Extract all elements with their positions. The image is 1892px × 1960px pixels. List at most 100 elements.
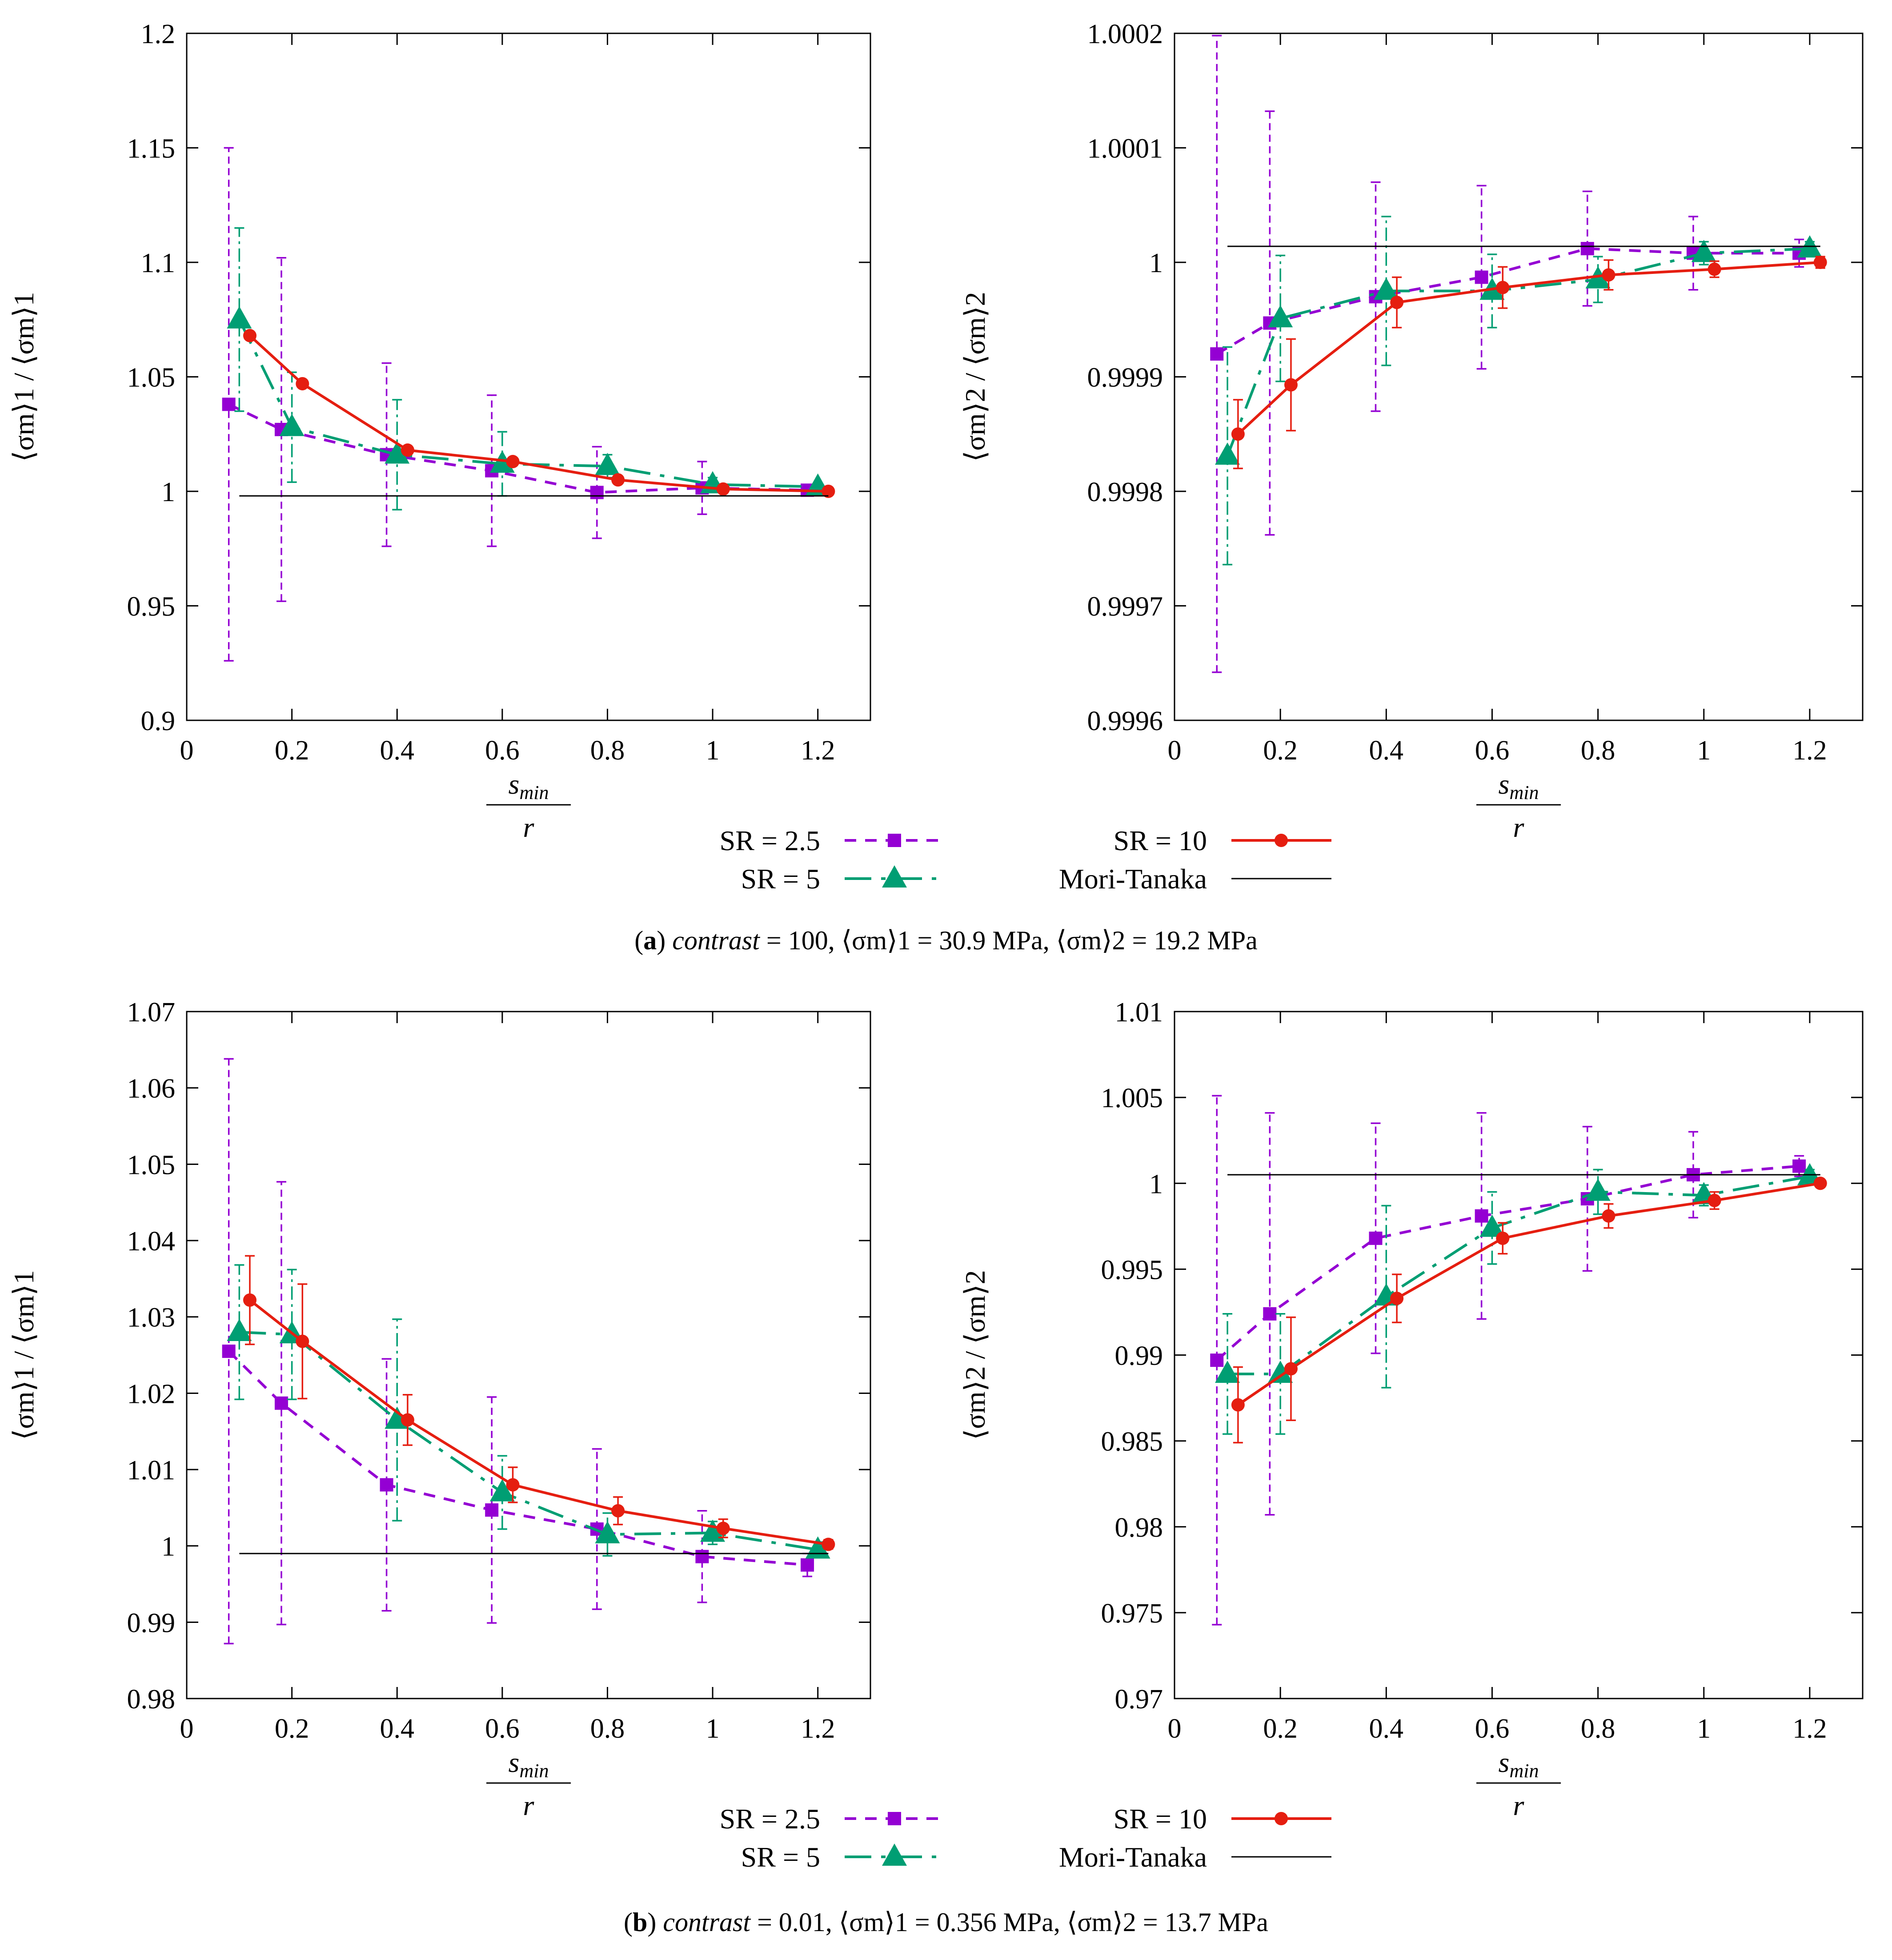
series-line-sr10 <box>1237 1182 1821 1406</box>
legend-marker-sr5 <box>882 1844 907 1866</box>
data-point-sr5 <box>595 1521 620 1543</box>
series-sr10 <box>1231 256 1827 470</box>
y-tick-label: 1.15 <box>127 134 176 164</box>
data-point-sr10 <box>822 485 835 498</box>
y-tick-label: 1.02 <box>127 1379 176 1409</box>
data-point-sr10 <box>296 1334 309 1348</box>
data-point-sr25 <box>485 1503 499 1517</box>
x-tick-label: 0 <box>180 1714 194 1744</box>
y-tick-label: 1.0001 <box>1087 134 1163 164</box>
x-axis-label-denominator: r <box>1513 811 1525 843</box>
data-point-sr5 <box>700 1519 726 1542</box>
data-point-sr25 <box>1263 1307 1277 1321</box>
series-line-sr5 <box>1227 1175 1810 1375</box>
data-point-sr10 <box>1284 378 1298 392</box>
x-axis-label-denominator: r <box>1513 1790 1525 1821</box>
legend-a: SR = 2.5 SR = 10 SR = 5 Mori-Tanaka <box>720 825 1331 895</box>
caption-b-label: b <box>633 1908 648 1937</box>
legend-label-sr25: SR = 2.5 <box>720 825 820 856</box>
plot-frame <box>1174 1011 1864 1699</box>
x-tick-label: 0.4 <box>380 735 414 766</box>
data-point-sr10 <box>1390 1292 1404 1305</box>
legend-label-sr25: SR = 2.5 <box>720 1803 820 1835</box>
plot-frame <box>186 1011 871 1699</box>
data-point-sr10 <box>1602 1209 1615 1223</box>
series-line-sr5 <box>238 319 818 488</box>
x-tick-label: 1.2 <box>1792 735 1827 766</box>
y-tick-label: 1.06 <box>127 1074 176 1104</box>
y-tick-label: 1.04 <box>127 1226 176 1257</box>
y-axis-label: ⟨σm⟩1 / ⟨σm⟩1 <box>8 292 40 462</box>
x-axis-label-numerator: smin <box>1499 768 1539 803</box>
data-point-sr10 <box>1813 1177 1827 1190</box>
data-point-sr10 <box>401 1413 414 1427</box>
data-point-sr10 <box>1231 427 1245 441</box>
data-point-sr10 <box>716 1522 730 1535</box>
data-point-sr10 <box>611 1504 625 1518</box>
data-point-sr10 <box>611 473 625 487</box>
data-point-sr25 <box>1475 1209 1488 1223</box>
data-point-sr25 <box>274 1396 288 1410</box>
y-tick-label: 1.05 <box>127 363 176 393</box>
caption-a: (a) contrast = 100, ⟨σm⟩1 = 30.9 MPa, ⟨σ… <box>634 926 1258 955</box>
legend-marker-sr25 <box>888 834 901 847</box>
data-point-sr25 <box>222 398 236 411</box>
x-tick-label: 0 <box>1168 735 1182 766</box>
y-tick-label: 0.98 <box>127 1684 176 1715</box>
series-sr10 <box>243 1255 835 1551</box>
y-tick-label: 1 <box>1149 1169 1163 1199</box>
series-sr25 <box>1210 35 1806 673</box>
caption-b-text: = 0.01, ⟨σm⟩1 = 0.356 MPa, ⟨σm⟩2 = 13.7 … <box>750 1908 1268 1937</box>
data-point-sr25 <box>801 1558 814 1572</box>
x-tick-label: 1.2 <box>1792 1714 1827 1744</box>
data-point-sr5 <box>227 1319 252 1341</box>
data-point-sr5 <box>1268 1360 1293 1383</box>
data-point-sr5 <box>1215 1360 1240 1383</box>
x-tick-label: 0.6 <box>485 735 520 766</box>
x-tick-label: 0.6 <box>1475 1714 1510 1744</box>
x-tick-label: 0.4 <box>380 1714 414 1744</box>
y-tick-label: 0.975 <box>1101 1599 1163 1629</box>
x-tick-label: 1.2 <box>801 735 835 766</box>
y-tick-label: 0.9998 <box>1087 477 1163 507</box>
series-line-sr5 <box>1226 247 1810 457</box>
y-tick-label: 0.9996 <box>1087 706 1163 736</box>
data-point-sr10 <box>1231 1398 1245 1412</box>
x-axis-label-subscript: min <box>1509 782 1539 803</box>
x-tick-label: 0.2 <box>275 735 309 766</box>
y-tick-label: 0.98 <box>1115 1513 1163 1543</box>
y-tick-label: 1.1 <box>141 248 176 278</box>
x-tick-label: 1 <box>706 735 720 766</box>
data-point-sr25 <box>380 1478 393 1492</box>
x-tick-label: 1 <box>706 1714 720 1744</box>
x-tick-label: 0.6 <box>485 1714 520 1744</box>
x-tick-label: 0.6 <box>1475 735 1510 766</box>
caption-a-contrast: contrast <box>672 926 760 955</box>
data-point-sr10 <box>1496 1231 1510 1245</box>
x-tick-label: 1 <box>1697 1714 1711 1744</box>
chart-a2: 0.9996 0.9997 0.9998 0.9999 1 1.0001 1.0002 0 0.… <box>959 19 1864 843</box>
data-point-sr10 <box>401 443 414 457</box>
y-tick-label: 1.2 <box>141 19 176 49</box>
legend-label-sr10: SR = 10 <box>1114 1803 1207 1835</box>
y-tick-label: 1.005 <box>1101 1083 1163 1113</box>
y-tick-label: 1.01 <box>1115 997 1163 1028</box>
x-axis-label-subscript: min <box>519 782 549 803</box>
data-point-sr10 <box>1708 1193 1721 1207</box>
legend-marker-sr10 <box>1275 1812 1288 1825</box>
data-point-sr5 <box>1691 240 1716 262</box>
data-point-sr10 <box>822 1538 835 1551</box>
data-point-sr10 <box>506 1478 520 1492</box>
data-point-sr25 <box>695 1550 709 1563</box>
x-tick-label: 0.2 <box>1263 735 1298 766</box>
y-tick-label: 0.99 <box>1115 1341 1163 1371</box>
plot-frame <box>1174 32 1864 721</box>
y-tick-label: 1.01 <box>127 1455 176 1486</box>
data-point-sr10 <box>506 455 520 469</box>
data-point-sr5 <box>279 414 305 436</box>
series-sr25 <box>222 1058 814 1645</box>
data-point-sr10 <box>1602 268 1615 282</box>
data-point-sr10 <box>243 1293 257 1307</box>
y-tick-label: 1 <box>161 1532 175 1562</box>
y-axis-label: ⟨σm⟩2 / ⟨σm⟩2 <box>959 1270 991 1440</box>
